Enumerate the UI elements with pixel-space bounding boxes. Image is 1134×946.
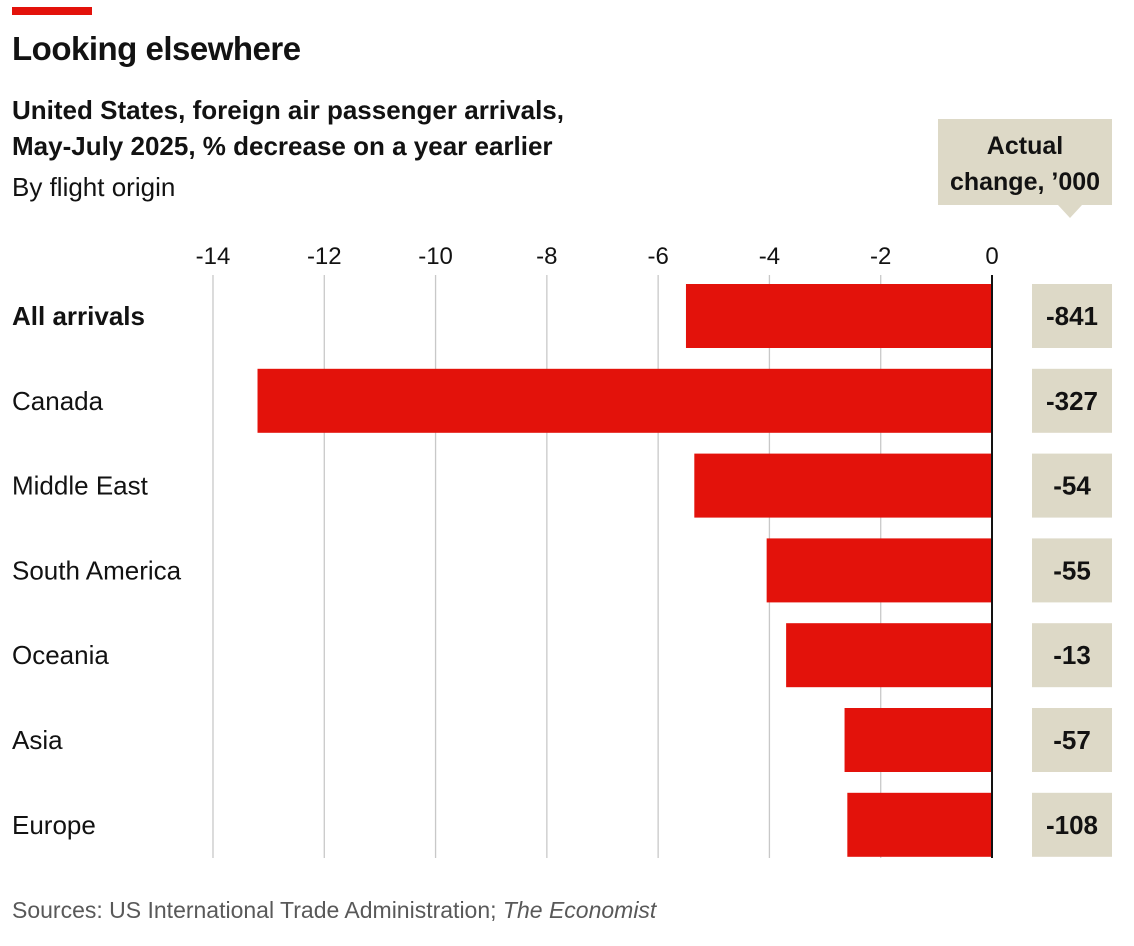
- bar: [685, 284, 992, 348]
- bar: [844, 708, 992, 772]
- x-tick-label: -14: [196, 243, 231, 270]
- change-value-box: [1032, 538, 1112, 603]
- category-label: Oceania: [12, 640, 109, 670]
- accent-bar: [12, 7, 92, 15]
- bar: [694, 453, 992, 518]
- bar: [786, 623, 992, 688]
- source-text: Sources: US International Trade Administ…: [12, 897, 503, 923]
- change-value-box: [1032, 708, 1112, 772]
- change-value-box: [1032, 368, 1112, 433]
- x-tick-label: -12: [307, 243, 342, 270]
- change-value-box: [1032, 792, 1112, 857]
- bar: [847, 792, 992, 857]
- change-value-label: -841: [1046, 301, 1098, 331]
- subtitle-line-2: May-July 2025, % decrease on a year earl…: [12, 131, 553, 161]
- x-tick-label: -4: [759, 243, 780, 270]
- change-value-label: -54: [1053, 471, 1091, 501]
- change-value-label: -57: [1053, 725, 1091, 755]
- source-publication: The Economist: [502, 897, 657, 923]
- change-value-label: -13: [1053, 640, 1091, 670]
- change-header-label: change, ’000: [950, 168, 1100, 196]
- category-label: Asia: [12, 725, 63, 755]
- change-value-box: [1032, 623, 1112, 688]
- change-value-box: [1032, 453, 1112, 518]
- category-label: All arrivals: [12, 301, 145, 331]
- subtitle-line-1: United States, foreign air passenger arr…: [12, 95, 564, 125]
- category-label: Europe: [12, 810, 96, 840]
- change-header-box: [938, 119, 1112, 218]
- source-note: Sources: US International Trade Administ…: [12, 897, 656, 924]
- chart-byline: By flight origin: [12, 172, 176, 202]
- chart-title: Looking elsewhere: [12, 30, 301, 67]
- bar: [766, 538, 992, 603]
- x-tick-label: -10: [418, 243, 453, 270]
- category-label: South America: [12, 555, 182, 585]
- change-header-label: Actual: [987, 132, 1063, 160]
- bar: [257, 368, 992, 433]
- x-tick-label: 0: [985, 243, 998, 270]
- x-tick-label: -2: [870, 243, 891, 270]
- x-tick-label: -6: [647, 243, 668, 270]
- change-value-label: -55: [1053, 555, 1091, 585]
- category-label: Canada: [12, 386, 104, 416]
- x-tick-label: -8: [536, 243, 557, 270]
- chart-subtitle: United States, foreign air passenger arr…: [12, 92, 564, 164]
- change-value-label: -108: [1046, 810, 1098, 840]
- change-value-label: -327: [1046, 386, 1098, 416]
- category-label: Middle East: [12, 471, 149, 501]
- change-value-box: [1032, 284, 1112, 348]
